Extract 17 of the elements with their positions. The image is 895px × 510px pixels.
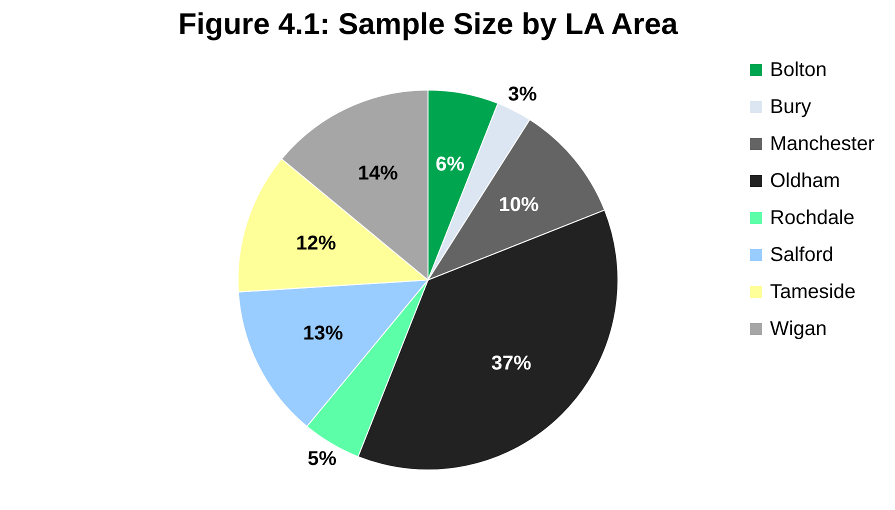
data-label: 3%: [508, 84, 538, 106]
legend-label: Bury: [770, 96, 812, 118]
data-label: 6%: [436, 153, 465, 176]
data-label: 37%: [491, 352, 532, 374]
legend-label: Manchester: [770, 133, 875, 155]
legend-label: Salford: [770, 244, 834, 266]
data-label: 14%: [358, 162, 398, 184]
data-label: 5%: [308, 448, 337, 470]
data-label: 13%: [303, 322, 344, 344]
data-label: 10%: [498, 194, 539, 216]
data-label: 12%: [296, 232, 336, 255]
legend-label: Bolton: [770, 59, 827, 81]
legend-label: Wigan: [770, 318, 827, 340]
legend-label: Oldham: [770, 170, 840, 192]
chart-title: Figure 4.1: Sample Size by LA Area: [178, 8, 678, 41]
legend-label: Tameside: [770, 281, 856, 303]
legend-label: Rochdale: [770, 207, 855, 229]
